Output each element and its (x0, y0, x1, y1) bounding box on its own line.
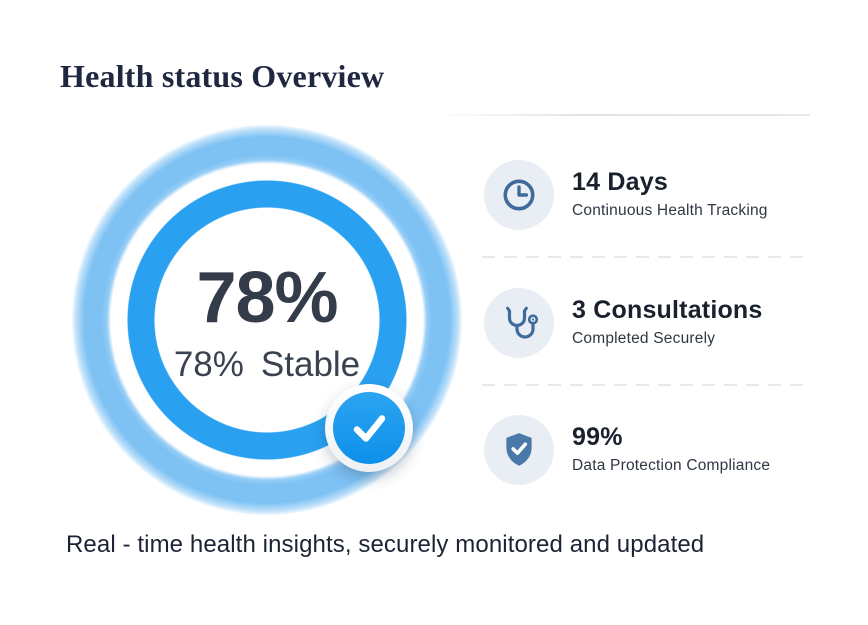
gauge-status-value: 78% (173, 345, 244, 384)
check-badge-circle (333, 392, 405, 464)
stats-divider (482, 256, 808, 258)
stethoscope-icon (484, 288, 554, 358)
stat-row-tracking: 14 Days Continuous Health Tracking (484, 160, 768, 230)
stat-subtitle: Continuous Health Tracking (572, 202, 768, 220)
gauge-status-label: Stable (260, 345, 361, 384)
health-gauge: 78% 78% Stable (72, 125, 462, 515)
check-badge (325, 384, 413, 472)
stat-title: 3 Consultations (572, 295, 763, 324)
stat-text: 3 Consultations Completed Securely (572, 295, 763, 349)
gauge-status: 78% Stable (72, 347, 462, 382)
stat-title: 99% (572, 422, 623, 451)
stat-text: 99% Data Protection Compliance (572, 422, 771, 476)
stat-title: 14 Days (572, 167, 668, 196)
header-divider (445, 114, 810, 116)
shield-check-icon (484, 415, 554, 485)
stat-subtitle: Data Protection Compliance (572, 457, 771, 475)
check-icon (353, 415, 386, 442)
page-title: Health status Overview (60, 58, 385, 94)
gauge-value: 78% (196, 258, 338, 338)
stat-row-consultations: 3 Consultations Completed Securely (484, 288, 763, 358)
stat-text: 14 Days Continuous Health Tracking (572, 167, 768, 221)
stat-row-compliance: 99% Data Protection Compliance (484, 415, 770, 485)
caption-text: Real - time health insights, securely mo… (66, 531, 705, 558)
stats-divider (482, 384, 808, 386)
stat-subtitle: Completed Securely (572, 330, 716, 348)
clock-icon (484, 160, 554, 230)
